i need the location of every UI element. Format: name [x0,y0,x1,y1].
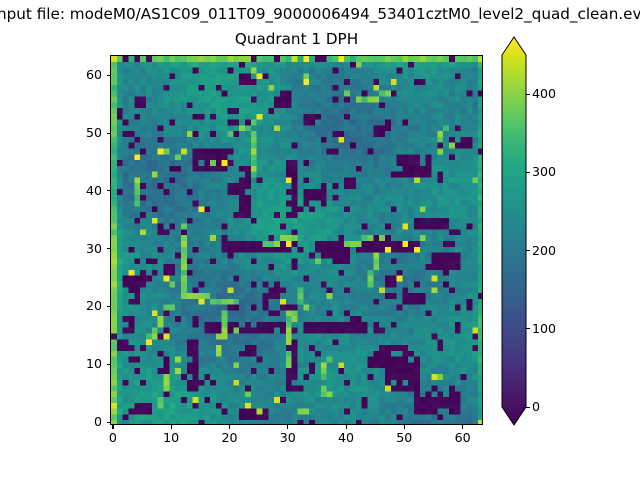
x-tick-mark [112,425,114,429]
y-tick-mark [106,421,110,423]
y-tick-label: 0 [93,414,102,430]
x-tick-label: 60 [454,430,471,445]
heatmap-axes [110,55,483,425]
x-tick-mark [228,425,231,429]
x-tick-mark [462,425,464,429]
colorbar-tick-label: 200 [532,242,557,258]
heatmap-image [111,56,482,424]
colorbar-tick-mark [526,93,530,95]
x-tick-mark [345,425,347,429]
x-tick-mark [403,425,405,429]
y-tick-mark [106,74,110,76]
x-tick-label: 0 [108,430,117,445]
y-tick-mark [106,248,110,250]
y-tick-mark [106,132,110,134]
colorbar-tick-label: 0 [532,399,541,414]
y-tick-mark [106,190,110,192]
colorbar-tick-mark [526,406,530,408]
colorbar-tick-label: 100 [532,320,557,336]
colorbar-tick-label: 400 [532,86,557,102]
colorbar-tick-label: 300 [532,164,557,180]
x-tick-label: 30 [279,430,296,445]
colorbar [501,36,527,426]
x-tick-label: 20 [221,430,238,445]
y-tick-label: 60 [85,67,102,83]
colorbar-tick-mark [526,171,530,173]
x-tick-mark [287,425,289,429]
colorbar-body [501,36,527,426]
axes-title: Quadrant 1 DPH [234,30,359,48]
y-tick-label: 50 [85,125,102,141]
figure-suptitle: Input file: modeM0/AS1C09_011T09_9000006… [0,5,640,23]
y-tick-label: 40 [85,182,102,198]
y-tick-label: 20 [85,298,102,314]
y-tick-mark [106,363,110,365]
x-tick-label: 10 [163,430,180,445]
figure-suptitle-clip: Input file: modeM0/AS1C09_011T09_9000006… [0,4,640,26]
y-tick-label: 10 [85,356,102,372]
colorbar-gradient [501,36,527,426]
x-tick-label: 50 [396,430,413,445]
x-tick-mark [170,425,172,429]
x-tick-label: 40 [338,430,355,445]
colorbar-tick-mark [526,328,530,330]
colorbar-tick-mark [526,250,530,252]
y-tick-mark [106,305,110,308]
y-tick-label: 30 [85,240,102,256]
